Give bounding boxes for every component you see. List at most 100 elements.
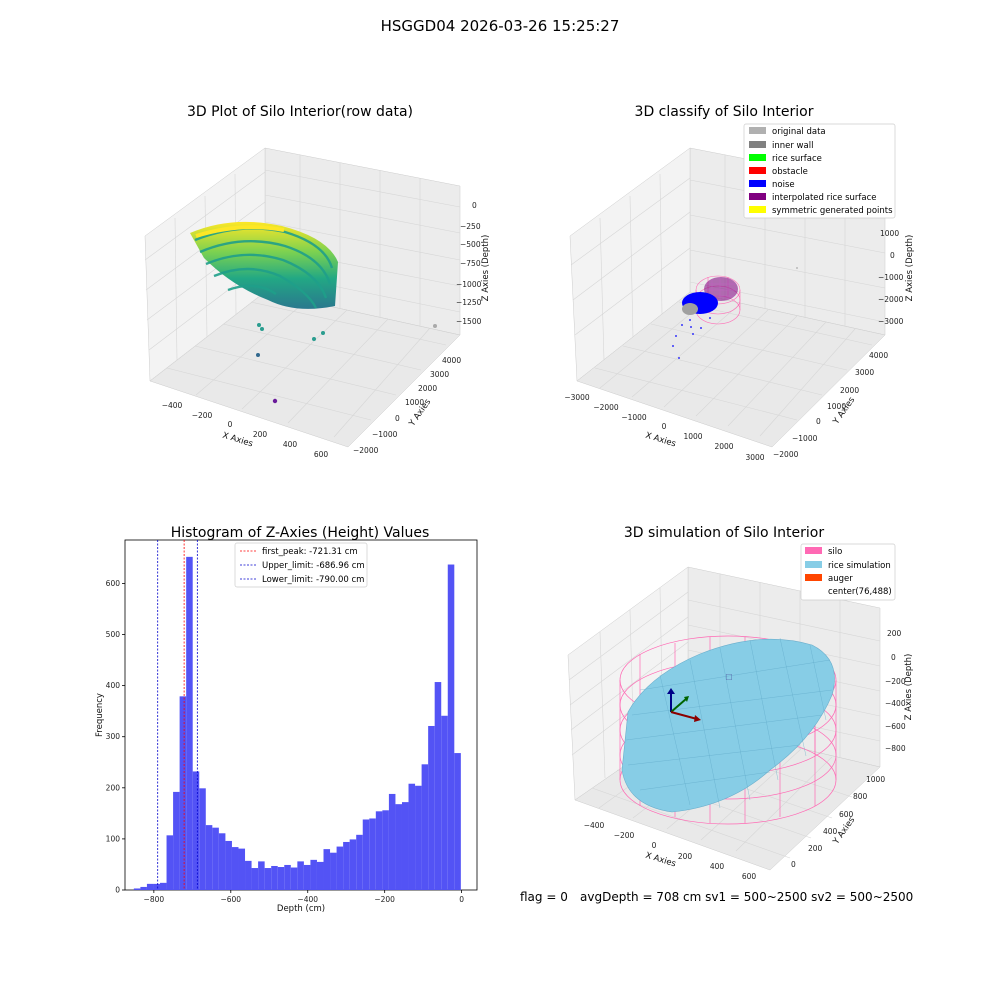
z-tick: −600: [885, 722, 906, 731]
auger-axes: ☐: [667, 673, 733, 722]
x-tick: 1000: [683, 432, 702, 441]
z-tick: −1250: [456, 298, 482, 307]
rice-mesh: [625, 637, 833, 809]
panel-raw-title: 3D Plot of Silo Interior(row data): [187, 104, 413, 120]
x-tick: 3000: [745, 453, 764, 462]
histogram-bar: [199, 788, 206, 890]
y-ticks-raw: −2000 −1000 0 1000 2000 3000 4000: [353, 356, 461, 455]
x-tick: −1000: [621, 413, 647, 422]
histogram-bar: [330, 852, 337, 890]
x-axis-label: X Axies: [221, 431, 254, 450]
noise-point: [690, 326, 692, 328]
legend-label-silo: silo: [828, 547, 842, 557]
x-tick: −2000: [593, 403, 619, 412]
z-tick: −3000: [878, 317, 904, 326]
y-tick: 400: [823, 827, 838, 836]
z-tick: 0: [891, 653, 896, 662]
auger-arrow-y: [684, 696, 689, 702]
histogram-bar: [133, 888, 141, 890]
legend-label-lower: Lower_limit: -790.00 cm: [262, 575, 364, 585]
y-tick-label: 100: [106, 834, 121, 843]
x-tick: −400: [162, 401, 183, 410]
x-tick: −400: [584, 821, 605, 830]
x-tick: 0: [228, 420, 233, 429]
histogram-bar: [375, 811, 383, 890]
legend-swatch-symmetric: [749, 206, 766, 213]
histogram-x-ticks: −800 −600 −400 −200 0: [144, 890, 464, 904]
x-tick-label: −200: [374, 895, 395, 904]
auger-axis-y: [670, 698, 687, 713]
histogram-bar: [153, 883, 161, 890]
x-ticks-sim: −400 −200 0 200 400 600: [584, 821, 757, 881]
outlier-point: [260, 327, 264, 331]
noise-point: [672, 345, 674, 347]
z-tick: −2000: [878, 295, 904, 304]
histogram-bar: [303, 864, 311, 890]
histogram-bar: [264, 868, 272, 890]
x-axis-label: X Axies: [644, 431, 677, 450]
histogram-y-label: Frequency: [95, 693, 105, 737]
z-tick: −750: [460, 259, 481, 268]
z-ticks-sim: 200 0 −200 −400 −600 −800: [885, 629, 906, 753]
histogram-bar: [349, 839, 357, 890]
legend-swatch-noise: [749, 180, 766, 187]
outlier-point: [312, 337, 316, 341]
y-tick-label: 300: [106, 732, 121, 741]
histogram-bar: [441, 715, 448, 890]
legend-label-center: center(76,488): [828, 587, 892, 597]
noise-cluster-grey: [682, 303, 698, 315]
original-point: [796, 267, 798, 269]
legend-label-auger: auger: [828, 574, 853, 584]
z-tick: −1500: [456, 317, 482, 326]
z-axis-label: Z Axies (Depth): [904, 654, 914, 721]
legend-swatch-wall: [749, 141, 766, 148]
histogram-title: Histogram of Z-Axies (Height) Values: [171, 525, 430, 541]
z-tick: −500: [460, 240, 481, 249]
footer-info: avgDepth = 708 cm sv1 = 500~2500 sv2 = 5…: [580, 890, 913, 904]
x-tick-label: −400: [297, 895, 318, 904]
histogram-bar: [369, 818, 376, 890]
histogram-bar: [146, 883, 154, 890]
y-tick: 0: [791, 860, 796, 869]
legend-swatch-rice: [749, 154, 766, 161]
histogram-bar: [447, 564, 455, 890]
y-tick: 3000: [855, 368, 874, 377]
histogram-bar: [408, 783, 416, 890]
x-tick: 200: [253, 430, 268, 439]
legend-label-rice: rice simulation: [828, 561, 891, 571]
x-tick: 400: [283, 440, 298, 449]
histogram-bar: [316, 861, 324, 890]
noise-point: [678, 357, 680, 359]
histogram-bar: [297, 861, 304, 890]
histogram-bar: [271, 865, 278, 890]
histogram-bar: [415, 785, 422, 890]
legend-label-upper: Upper_limit: -686.96 cm: [262, 561, 365, 571]
z-tick: 1000: [880, 229, 899, 238]
histogram-bar: [179, 696, 187, 890]
panel-classify-title: 3D classify of Silo Interior: [635, 104, 814, 120]
x-tick: 0: [652, 841, 657, 850]
legend-label-original: original data: [772, 127, 826, 137]
legend-swatch-rice: [805, 561, 822, 568]
y-tick: 600: [839, 810, 854, 819]
legend-label-noise: noise: [772, 180, 795, 190]
histogram-bars: [133, 556, 461, 890]
histogram-bar: [218, 833, 226, 890]
x-tick: 400: [710, 862, 725, 871]
legend-label-wall: inner wall: [772, 141, 813, 151]
histogram-bar: [356, 834, 363, 890]
histogram-bar: [140, 886, 147, 890]
histogram-bar: [160, 882, 167, 890]
rice-interp-mesh: [706, 277, 736, 301]
cloud-top: [195, 225, 285, 238]
y-tick: 0: [395, 414, 400, 423]
outlier-point: [256, 353, 260, 357]
z-tick: 0: [472, 201, 477, 210]
legend-simulation: silo rice simulation auger center(76,488…: [800, 543, 896, 601]
interpolated-rice-surface: [704, 277, 738, 301]
z-axis-label: Z Axies (Depth): [481, 235, 491, 302]
histogram-bar: [421, 764, 429, 890]
suptitle: HSGGD04 2026-03-26 15:25:27: [381, 17, 620, 35]
outlier-point: [321, 331, 325, 335]
point-cloud-raw: [190, 221, 338, 309]
